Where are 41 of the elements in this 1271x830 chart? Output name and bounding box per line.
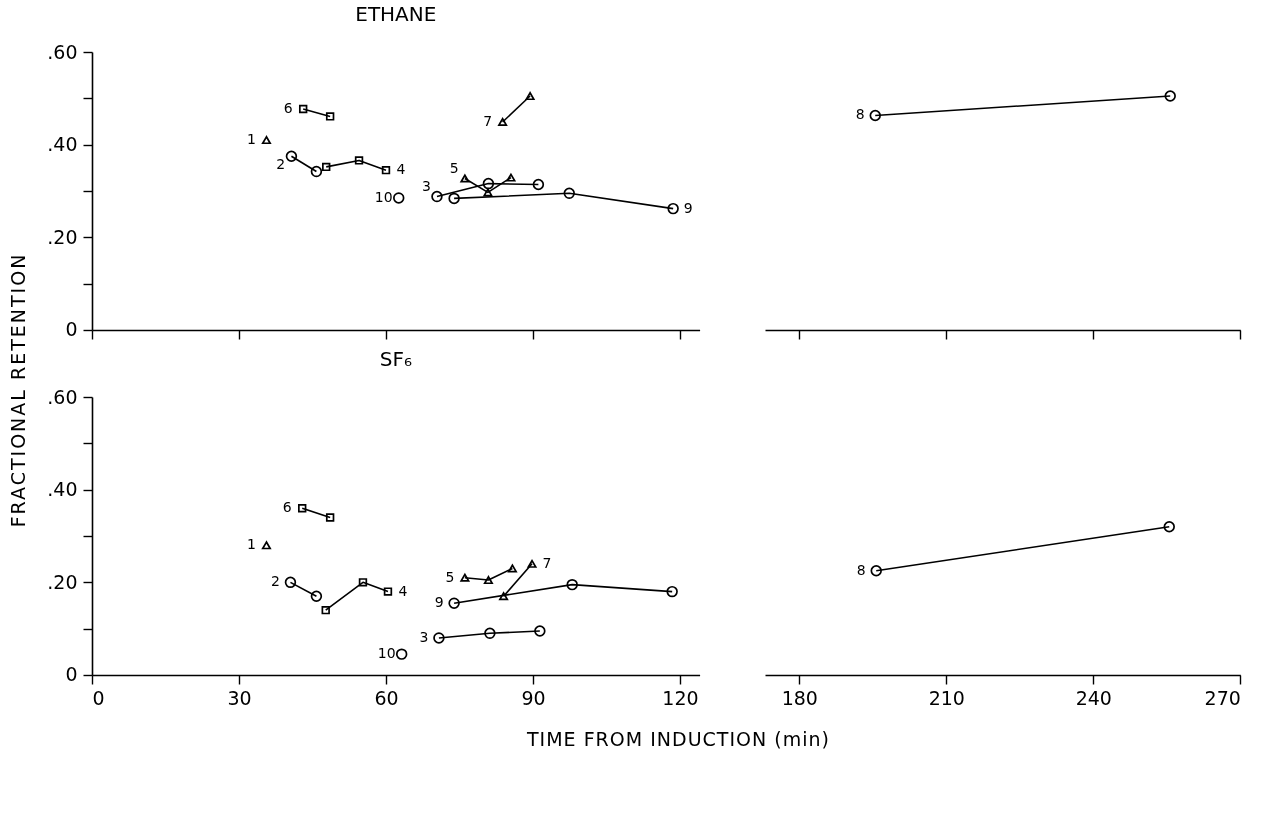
x-tick-label: 90 — [521, 687, 546, 710]
series-label: 8 — [856, 561, 866, 578]
y-tick-label: .20 — [47, 570, 78, 593]
x-tick-label: 0 — [92, 687, 105, 710]
series-label: 10 — [374, 188, 393, 205]
series-label: 4 — [396, 161, 406, 178]
y-tick-label: .40 — [47, 133, 78, 156]
series-label: 9 — [683, 199, 693, 216]
x-axis-title: TIME FROM INDUCTION (min) — [526, 728, 831, 750]
x-tick-label: 210 — [928, 687, 965, 710]
series-label: 8 — [855, 106, 865, 123]
x-tick-label: 240 — [1075, 687, 1112, 710]
y-tick-label: .40 — [47, 478, 78, 501]
series-label: 1 — [246, 536, 256, 553]
x-tick-label: 60 — [374, 687, 399, 710]
series-label: 7 — [542, 554, 552, 571]
x-tick-label: 270 — [1204, 687, 1241, 710]
y-axis-title: FRACTIONAL RETENTION — [7, 252, 29, 528]
x-tick-label: 180 — [781, 687, 818, 710]
series-label: 6 — [283, 99, 293, 116]
series-label: 3 — [421, 178, 431, 195]
series-label: 10 — [377, 645, 396, 662]
series-label: 5 — [449, 160, 459, 177]
series-label: 5 — [445, 568, 455, 585]
series-label: 7 — [483, 112, 493, 129]
series-label: 2 — [276, 156, 286, 173]
series-label: 4 — [398, 582, 408, 599]
y-tick-label: 0 — [65, 318, 78, 341]
y-tick-label: .20 — [47, 225, 78, 248]
chart-title: SF₆ — [379, 347, 412, 371]
y-tick-label: .60 — [47, 385, 78, 408]
x-tick-label: 30 — [227, 687, 252, 710]
series-label: 6 — [282, 499, 292, 516]
series-label: 2 — [270, 573, 280, 590]
series-label: 1 — [246, 131, 256, 148]
series-label: 9 — [434, 594, 444, 611]
chart-title: ETHANE — [355, 2, 437, 26]
x-tick-label: 120 — [662, 687, 699, 710]
y-tick-label: 0 — [65, 663, 78, 686]
y-tick-label: .60 — [47, 40, 78, 63]
series-label: 3 — [419, 628, 429, 645]
